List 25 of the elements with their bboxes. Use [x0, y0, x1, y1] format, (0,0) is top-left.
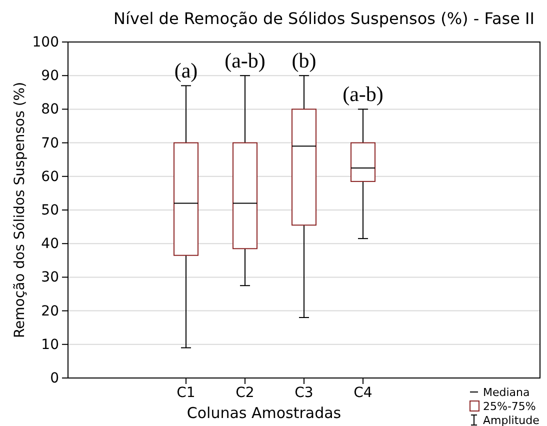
annotation: (a-b) — [342, 82, 384, 106]
y-tick-label: 90 — [41, 68, 59, 84]
annotation: (a) — [174, 58, 198, 83]
text: Amplitude — [483, 414, 540, 426]
x-axis-title: Colunas Amostradas — [186, 404, 342, 422]
x-tick-label: C2 — [236, 384, 254, 401]
x-tick-label: C1 — [176, 384, 196, 401]
text: Mediana — [483, 386, 530, 399]
annotation: (a-b) — [224, 48, 266, 73]
chart-title: Nível de Remoção de Sólidos Suspensos (%) - Fase II — [114, 9, 534, 28]
y-axis-title: Remoção dos Sólidos Suspensos (%) — [12, 82, 28, 338]
y-tick-label: 20 — [41, 303, 59, 320]
y-tick-label: 0 — [50, 370, 59, 386]
y-tick-label: 80 — [41, 102, 59, 118]
annotation: (b) — [292, 48, 316, 73]
x-tick-label: C4 — [354, 384, 372, 401]
y-tick-label: 100 — [32, 34, 59, 50]
y-tick-label: 40 — [41, 236, 59, 252]
text: 25%-75% — [483, 400, 536, 413]
y-tick-label: 60 — [41, 168, 59, 185]
y-tick-label: 50 — [41, 202, 59, 218]
y-tick-label: 30 — [41, 270, 59, 286]
y-tick-label: 10 — [41, 336, 59, 353]
x-tick-label: C3 — [294, 384, 314, 401]
y-tick-label: 70 — [41, 135, 59, 152]
